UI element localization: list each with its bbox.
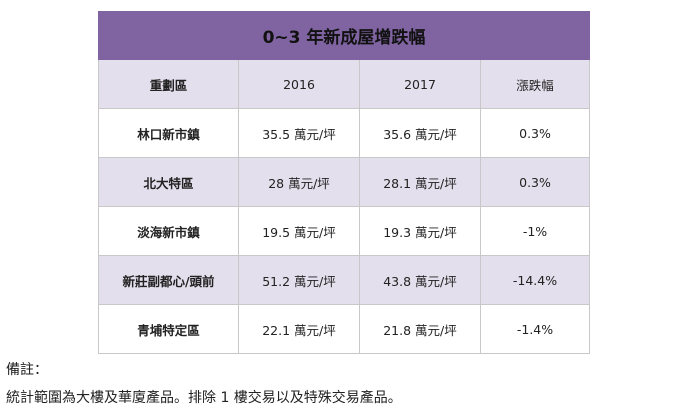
price-2017-cell: 35.6 萬元/坪 bbox=[359, 108, 481, 158]
change-cell: -1% bbox=[479, 206, 591, 256]
table-row: 淡海新市鎮 19.5 萬元/坪 19.3 萬元/坪 -1% bbox=[98, 206, 591, 256]
region-cell: 林口新市鎮 bbox=[98, 108, 239, 158]
price-2016-cell: 22.1 萬元/坪 bbox=[238, 304, 360, 354]
price-change-table-container: 0~3 年新成屋增跌幅 重劃區 2016 2017 漲跌幅 林口新市鎮 35.5… bbox=[97, 11, 591, 354]
region-cell: 淡海新市鎮 bbox=[98, 206, 239, 256]
price-2016-cell: 51.2 萬元/坪 bbox=[238, 255, 360, 305]
price-2017-cell: 43.8 萬元/坪 bbox=[359, 255, 481, 305]
header-2016: 2016 bbox=[238, 59, 360, 109]
notes-section: 備註： 統計範圍為大樓及華廈產品。排除 1 樓交易以及特殊交易產品。 bbox=[6, 356, 402, 412]
table-row: 新莊副都心/頭前 51.2 萬元/坪 43.8 萬元/坪 -14.4% bbox=[98, 255, 591, 305]
price-change-table: 0~3 年新成屋增跌幅 重劃區 2016 2017 漲跌幅 林口新市鎮 35.5… bbox=[97, 11, 591, 354]
change-cell: -14.4% bbox=[479, 255, 591, 305]
price-2016-cell: 28 萬元/坪 bbox=[238, 157, 360, 207]
table-row: 林口新市鎮 35.5 萬元/坪 35.6 萬元/坪 0.3% bbox=[98, 108, 591, 158]
region-cell: 新莊副都心/頭前 bbox=[98, 255, 239, 305]
table-row: 北大特區 28 萬元/坪 28.1 萬元/坪 0.3% bbox=[98, 157, 591, 207]
header-change: 漲跌幅 bbox=[479, 59, 591, 109]
region-cell: 北大特區 bbox=[98, 157, 239, 207]
price-2016-cell: 19.5 萬元/坪 bbox=[238, 206, 360, 256]
table-row: 青埔特定區 22.1 萬元/坪 21.8 萬元/坪 -1.4% bbox=[98, 304, 591, 354]
change-cell: 0.3% bbox=[479, 108, 591, 158]
price-2017-cell: 21.8 萬元/坪 bbox=[359, 304, 481, 354]
price-2017-cell: 28.1 萬元/坪 bbox=[359, 157, 481, 207]
region-cell: 青埔特定區 bbox=[98, 304, 239, 354]
notes-label: 備註： bbox=[6, 362, 48, 378]
change-cell: -1.4% bbox=[479, 304, 591, 354]
price-2016-cell: 35.5 萬元/坪 bbox=[238, 108, 360, 158]
table-title-row: 0~3 年新成屋增跌幅 bbox=[97, 11, 591, 60]
notes-text: 統計範圍為大樓及華廈產品。排除 1 樓交易以及特殊交易產品。 bbox=[6, 390, 402, 406]
header-region: 重劃區 bbox=[98, 59, 239, 109]
price-2017-cell: 19.3 萬元/坪 bbox=[359, 206, 481, 256]
change-cell: 0.3% bbox=[479, 157, 591, 207]
header-2017: 2017 bbox=[359, 59, 481, 109]
table-header-row: 重劃區 2016 2017 漲跌幅 bbox=[98, 59, 591, 109]
table-title: 0~3 年新成屋增跌幅 bbox=[97, 11, 591, 60]
